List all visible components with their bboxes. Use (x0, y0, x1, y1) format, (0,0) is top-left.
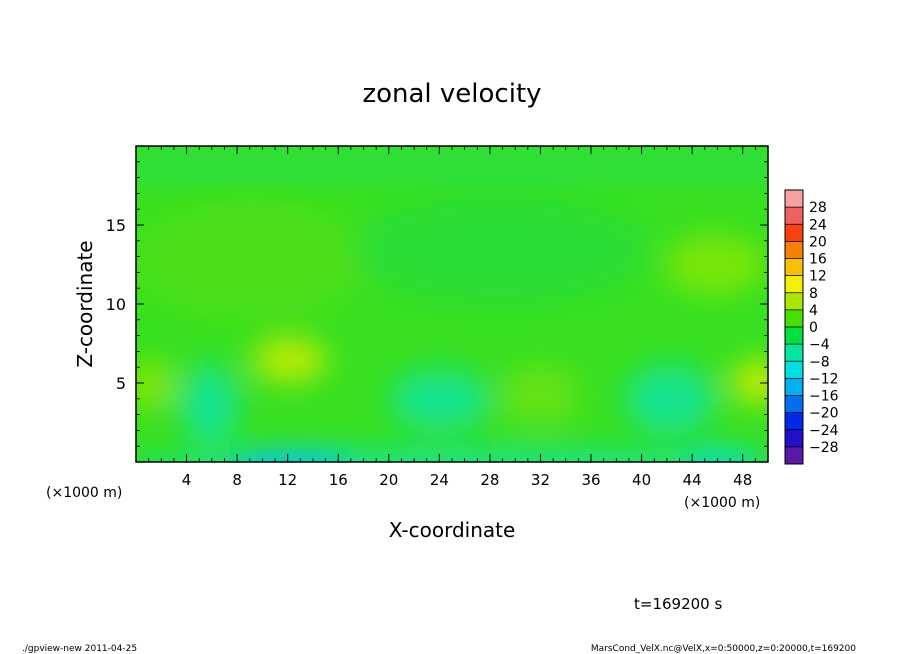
colorbar-cell (785, 292, 803, 311)
chart-title: zonal velocity (362, 79, 541, 109)
feature-max-right (730, 360, 768, 404)
x-tick-label: 32 (531, 471, 550, 489)
colorbar-cell (785, 327, 803, 345)
feature-right-upper (665, 235, 765, 295)
x-tick-label: 44 (683, 471, 702, 489)
x-tick-label: 28 (480, 471, 499, 489)
feature-left-light (136, 360, 175, 410)
y-axis: 5 10 15 (106, 161, 768, 447)
colorbar-cell (785, 361, 803, 379)
colorbar-cell (785, 395, 803, 413)
colorbar-cell (785, 207, 803, 225)
y-tick-label: 5 (116, 374, 126, 393)
colorbar-label: 4 (809, 303, 818, 319)
feature-teal-left (180, 365, 240, 445)
x-tick-label: 12 (278, 471, 297, 489)
colorbar-label: 20 (809, 234, 827, 250)
x-tick-label: 20 (379, 471, 398, 489)
colorbar-cell (785, 412, 803, 431)
footer-right: MarsCond_VelX.nc@VelX,x=0:50000,z=0:2000… (591, 644, 856, 654)
y-tick-label: 15 (106, 216, 126, 235)
colorbar-label: 0 (809, 320, 818, 336)
footer-left: ./gpview-new 2011-04-25 (22, 644, 137, 654)
colorbar-label: 12 (809, 269, 827, 285)
time-annotation: t=169200 s (634, 595, 722, 613)
colorbar-label: 28 (809, 200, 827, 216)
feature-light-mid2 (500, 365, 580, 425)
field-top-band (136, 146, 768, 186)
colorbar-label: 24 (809, 217, 827, 233)
colorbar-cell (785, 446, 803, 465)
colorbar-label: −20 (809, 406, 839, 422)
field-features (136, 195, 768, 462)
feature-upper-mid-dark (350, 195, 650, 305)
colorbar-label: −24 (809, 423, 839, 439)
x-unit-right: (×1000 m) (684, 495, 760, 511)
y-tick-label: 10 (106, 295, 126, 314)
heatmap-field (136, 146, 768, 462)
colorbar-cell (785, 429, 803, 448)
x-tick-label: 16 (329, 471, 348, 489)
colorbar-cell (785, 344, 803, 362)
y-axis-label: Z-coordinate (73, 240, 97, 367)
feature-teal-mid (390, 370, 490, 430)
feature-max-mid (252, 338, 328, 382)
x-tick-label: 48 (733, 471, 752, 489)
colorbar-label: −28 (809, 440, 839, 456)
colorbar-label: −12 (809, 371, 839, 387)
x-tick-label: 40 (632, 471, 651, 489)
x-axis: 4 8 12 16 20 24 28 32 36 40 44 48 (148, 146, 756, 489)
colorbar-cell (785, 378, 803, 396)
colorbar-label: −16 (809, 389, 839, 405)
feature-teal-right (625, 365, 715, 435)
colorbar-cell (785, 258, 803, 276)
colorbar-label: 8 (809, 286, 818, 302)
colorbar-label: 16 (809, 252, 827, 268)
colorbar-cell (785, 309, 803, 328)
colorbar-cell (785, 224, 803, 242)
feature-bottom-right-cyan (680, 448, 760, 462)
colorbar-label: −4 (809, 337, 830, 353)
feature-bottom-band (142, 448, 758, 462)
x-axis-label: X-coordinate (389, 518, 516, 542)
colorbar-cell (785, 241, 803, 259)
x-tick-label: 24 (430, 471, 449, 489)
x-tick-label: 8 (232, 471, 242, 489)
colorbar-label: −8 (809, 354, 830, 370)
colorbar-cell (785, 190, 803, 208)
feature-upper-left-light (136, 200, 370, 320)
x-tick-label: 36 (581, 471, 600, 489)
x-unit-left: (×1000 m) (46, 485, 122, 501)
x-tick-label: 4 (182, 471, 192, 489)
colorbar-cell (785, 275, 803, 294)
